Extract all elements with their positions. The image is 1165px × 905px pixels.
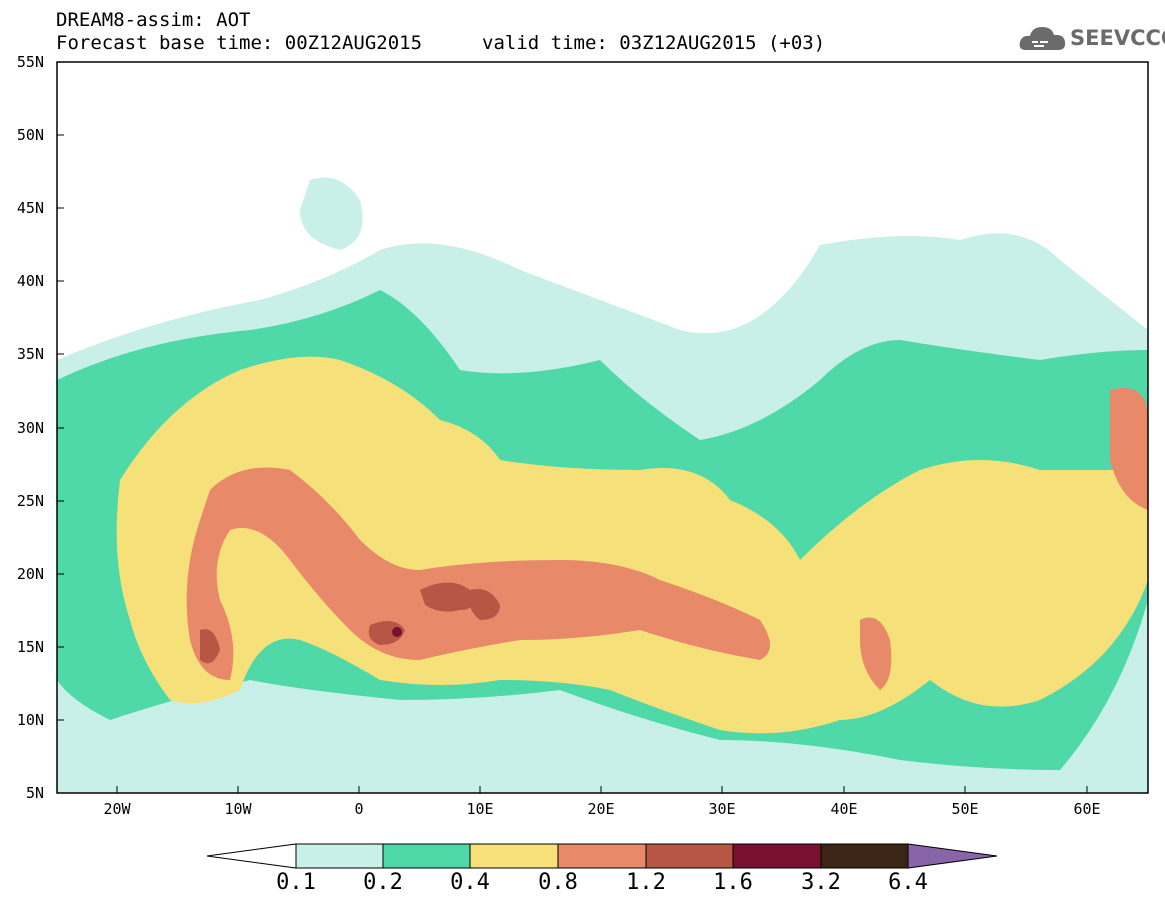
lat-label-10n: 10N: [16, 711, 44, 729]
logo-text: SEEVCCC: [1070, 26, 1165, 50]
aot-contours: [57, 62, 1148, 793]
colorbar-swatch-4: [557, 843, 647, 869]
colorbar-swatch-1: [295, 843, 384, 869]
aot-level-5: [420, 582, 474, 612]
colorbar-label-0-1: 0.1: [276, 870, 316, 895]
chart-title: DREAM8-assim: AOT: [56, 9, 251, 31]
lat-label-30n: 30N: [16, 419, 44, 437]
colorbar-swatch-5: [645, 843, 734, 869]
colorbar-label-0-2: 0.2: [363, 870, 403, 895]
lon-label-20e: 20E: [587, 800, 615, 818]
lat-label-50n: 50N: [16, 126, 44, 144]
lon-label-20w: 20W: [103, 800, 131, 818]
lat-label-20n: 20N: [16, 565, 44, 583]
aot-level-1b: [300, 177, 363, 250]
lon-label-0: 0: [354, 800, 364, 818]
lat-label-5n: 5N: [25, 784, 44, 802]
lon-label-10w: 10W: [224, 800, 252, 818]
colorbar-min-arrow: [206, 843, 297, 869]
colorbar-label-3-2: 3.2: [801, 870, 841, 895]
aot-level-5b: [469, 589, 500, 620]
aot-level-4b: [860, 617, 892, 690]
lon-label-40e: 40E: [830, 800, 858, 818]
colorbar-label-6-4: 6.4: [888, 870, 928, 895]
forecast-base-time: Forecast base time: 00Z12AUG2015: [56, 32, 423, 54]
cloud-icon: [1019, 27, 1066, 50]
lat-label-55n: 55N: [16, 53, 44, 71]
aot-level-4: [186, 467, 770, 680]
aot-level-4c: [1110, 388, 1148, 510]
colorbar-label-0-4: 0.4: [450, 870, 490, 895]
aot-level-6: [392, 627, 402, 637]
aot-level-5c: [368, 621, 405, 645]
lat-label-45n: 45N: [16, 199, 44, 217]
valid-time: valid time: 03Z12AUG2015 (+03): [482, 32, 826, 54]
colorbar-swatch-3: [469, 843, 559, 869]
colorbar: [206, 843, 998, 869]
colorbar-swatch-7: [820, 843, 909, 869]
lon-label-60e: 60E: [1073, 800, 1101, 818]
lon-label-10e: 10E: [466, 800, 494, 818]
axis-ticks: [57, 134, 1088, 793]
lat-label-15n: 15N: [16, 638, 44, 656]
colorbar-label-1-2: 1.2: [626, 870, 666, 895]
lat-label-35n: 35N: [16, 345, 44, 363]
colorbar-label-0-8: 0.8: [538, 870, 578, 895]
colorbar-swatch-2: [382, 843, 471, 869]
colorbar-max-arrow: [907, 843, 998, 869]
aot-level-5d: [200, 629, 220, 664]
colorbar-label-1-6: 1.6: [713, 870, 753, 895]
colorbar-swatch-6: [732, 843, 822, 869]
lat-label-40n: 40N: [16, 272, 44, 290]
lon-label-30e: 30E: [708, 800, 736, 818]
lat-label-25n: 25N: [16, 492, 44, 510]
seevccc-logo: SEEVCCC: [1018, 22, 1165, 56]
lon-label-50e: 50E: [951, 800, 979, 818]
